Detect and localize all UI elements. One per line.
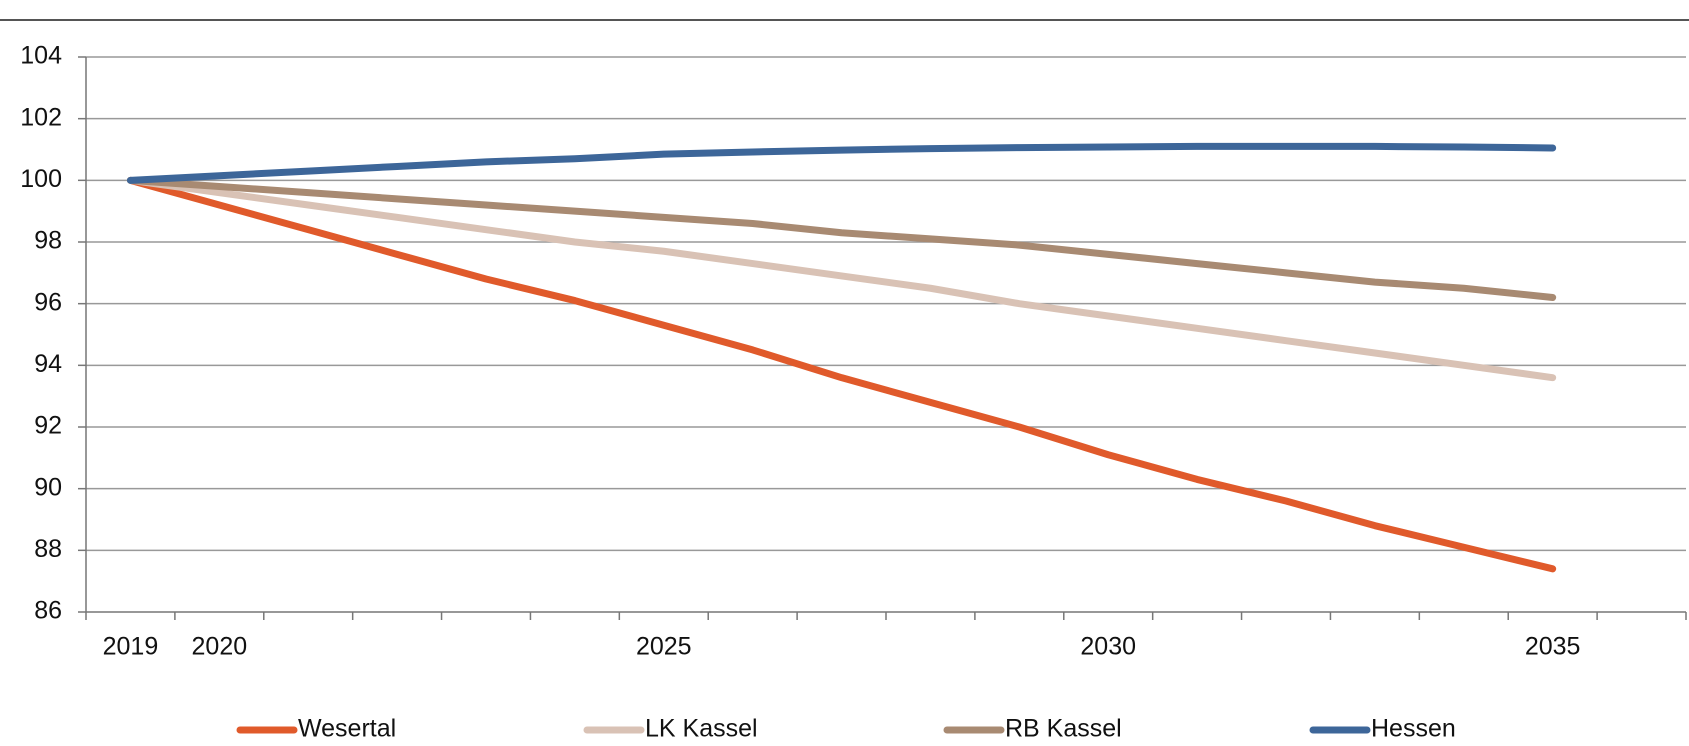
- y-tick-label: 90: [34, 473, 62, 501]
- y-tick-label: 104: [20, 42, 62, 70]
- legend-label: LK Kassel: [645, 715, 758, 743]
- legend-label: Wesertal: [298, 715, 396, 743]
- series-line: [126, 176, 1557, 573]
- x-tick-label: 2019: [103, 633, 159, 661]
- y-tick-label: 94: [34, 350, 62, 378]
- x-tick-label: 2030: [1080, 633, 1136, 661]
- y-tick-label: 100: [20, 165, 62, 193]
- series-line: [126, 176, 1557, 382]
- x-tick-label: 2025: [636, 633, 692, 661]
- legend-label: RB Kassel: [1005, 715, 1122, 743]
- series-line: [126, 176, 1557, 301]
- series-line: [126, 142, 1557, 184]
- y-tick-label: 86: [34, 597, 62, 625]
- legend-label: Hessen: [1371, 715, 1456, 743]
- y-tick-label: 98: [34, 227, 62, 255]
- y-tick-label: 96: [34, 288, 62, 316]
- y-tick-label: 88: [34, 535, 62, 563]
- x-tick-label: 2035: [1525, 633, 1581, 661]
- y-tick-label: 92: [34, 412, 62, 440]
- x-tick-label: 2020: [192, 633, 248, 661]
- y-tick-label: 102: [20, 103, 62, 131]
